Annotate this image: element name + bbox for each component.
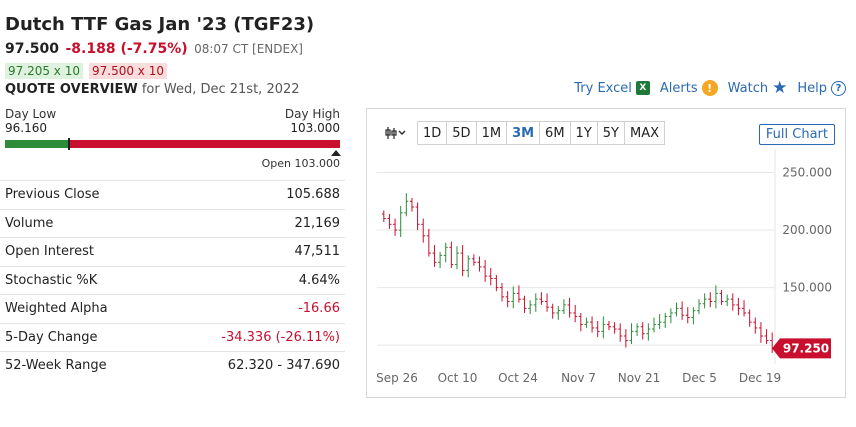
x-tick-label: Dec 19 (739, 371, 781, 385)
period-button-1y[interactable]: 1Y (570, 121, 598, 145)
last-price: 97.500 (5, 41, 60, 57)
period-button-5y[interactable]: 5Y (597, 121, 625, 145)
alerts-label: Alerts (659, 80, 698, 96)
stat-value: 105.688 (286, 187, 340, 203)
last-price-badge (772, 338, 831, 359)
ask-badge: 97.500 x 10 (89, 63, 167, 79)
x-tick-label: Sep 26 (376, 371, 418, 385)
x-tick-label: Nov 21 (618, 371, 661, 385)
stat-label: Previous Close (5, 187, 100, 203)
y-tick-label: 250.000 (782, 166, 832, 180)
watch-link[interactable]: Watch ★ (727, 78, 788, 98)
stat-row: 52-Week Range 62.320 - 347.690 (0, 351, 345, 380)
try-excel-link[interactable]: Try Excel X (574, 81, 650, 96)
star-icon: ★ (772, 78, 788, 98)
stat-value: 21,169 (294, 215, 341, 231)
excel-icon: X (635, 81, 650, 95)
help-icon: ? (831, 80, 846, 96)
price-line: 97.500 -8.188 (-7.75%) 08:07 CT [ENDEX] (5, 41, 303, 57)
stat-value: -34.336 (-26.11%) (221, 329, 340, 345)
help-link[interactable]: Help ? (797, 80, 846, 96)
period-button-1d[interactable]: 1D (417, 121, 448, 145)
help-label: Help (797, 80, 827, 96)
price-chart: 250.000 200.000 150.000 Sep 26 Oct 10 Oct 24 N… (366, 108, 846, 398)
day-low-label: Day Low (5, 107, 57, 121)
day-low-value: 96.160 (5, 121, 47, 135)
open-label: Open 103.000 (261, 157, 340, 170)
chart-canvas: 250.000 200.000 150.000 Sep 26 Oct 10 Oct 24 N… (376, 149, 832, 385)
stat-row: Volume 21,169 (0, 208, 345, 238)
quote-time: 08:07 CT [ENDEX] (194, 42, 303, 56)
day-high-value: 103.000 (290, 121, 340, 135)
period-selector: 1D 5D 1M 3M 6M 1Y 5Y MAX (379, 121, 665, 145)
bid-ask: 97.205 x 10 97.500 x 10 (5, 63, 167, 79)
stat-row: Stochastic %K 4.64% (0, 265, 345, 295)
quote-overview-heading: QUOTE OVERVIEW for Wed, Dec 21st, 2022 (5, 82, 300, 97)
page-title: Dutch TTF Gas Jan '23 (TGF23) (5, 14, 315, 35)
x-tick-label: Oct 24 (498, 371, 538, 385)
period-button-6m[interactable]: 6M (540, 121, 571, 145)
try-excel-label: Try Excel (574, 80, 632, 96)
stat-row: Open Interest 47,511 (0, 237, 345, 266)
stat-value: -16.66 (298, 301, 340, 317)
price-change: -8.188 (-7.75%) (65, 41, 188, 57)
y-tick-label: 150.000 (782, 281, 832, 295)
stat-row: 5-Day Change -34.336 (-26.11%) (0, 322, 345, 352)
period-button-5d[interactable]: 5D (447, 121, 477, 145)
period-button-3m[interactable]: 3M (507, 121, 541, 145)
day-range-low-segment (5, 140, 69, 148)
stat-value: 4.64% (298, 272, 340, 288)
x-tick-label: Nov 7 (561, 371, 596, 385)
watch-label: Watch (727, 80, 769, 96)
last-price-label: 97.250 (783, 341, 829, 355)
stat-value: 47,511 (294, 244, 341, 260)
bid-badge: 97.205 x 10 (5, 63, 83, 79)
x-tick-label: Dec 5 (682, 371, 717, 385)
toolbar-links: Try Excel X Alerts ! Watch ★ Help ? (574, 78, 846, 98)
stat-row: Weighted Alpha -16.66 (0, 294, 345, 323)
day-high-label: Day High (284, 107, 340, 121)
stat-label: 52-Week Range (5, 358, 107, 374)
stat-label: 5-Day Change (5, 329, 98, 345)
open-marker-icon (331, 150, 341, 156)
x-tick-label: Oct 10 (438, 371, 478, 385)
period-button-max[interactable]: MAX (624, 121, 665, 145)
stat-label: Stochastic %K (5, 272, 98, 288)
stats-table: Previous Close 105.688 Volume 21,169 Open In… (0, 180, 345, 380)
day-range-marker (67, 138, 70, 150)
stat-label: Volume (5, 215, 54, 231)
stat-label: Weighted Alpha (5, 301, 108, 317)
alert-icon: ! (701, 80, 718, 96)
quote-date: for Wed, Dec 21st, 2022 (141, 82, 300, 97)
period-button-1m[interactable]: 1M (476, 121, 508, 145)
candlestick-icon[interactable] (379, 121, 413, 145)
full-chart-button[interactable]: Full Chart (758, 124, 835, 145)
stat-label: Open Interest (5, 244, 94, 260)
alerts-link[interactable]: Alerts ! (660, 80, 718, 96)
quote-overview-label: QUOTE OVERVIEW (5, 82, 138, 97)
y-tick-label: 200.000 (782, 223, 832, 237)
stat-value: 62.320 - 347.690 (227, 358, 340, 374)
day-range-bar (5, 138, 341, 156)
day-range: Day Low Day High 96.160 103.000 Open 103… (5, 107, 341, 170)
day-range-high-segment (68, 140, 340, 148)
stat-row: Previous Close 105.688 (0, 180, 345, 209)
